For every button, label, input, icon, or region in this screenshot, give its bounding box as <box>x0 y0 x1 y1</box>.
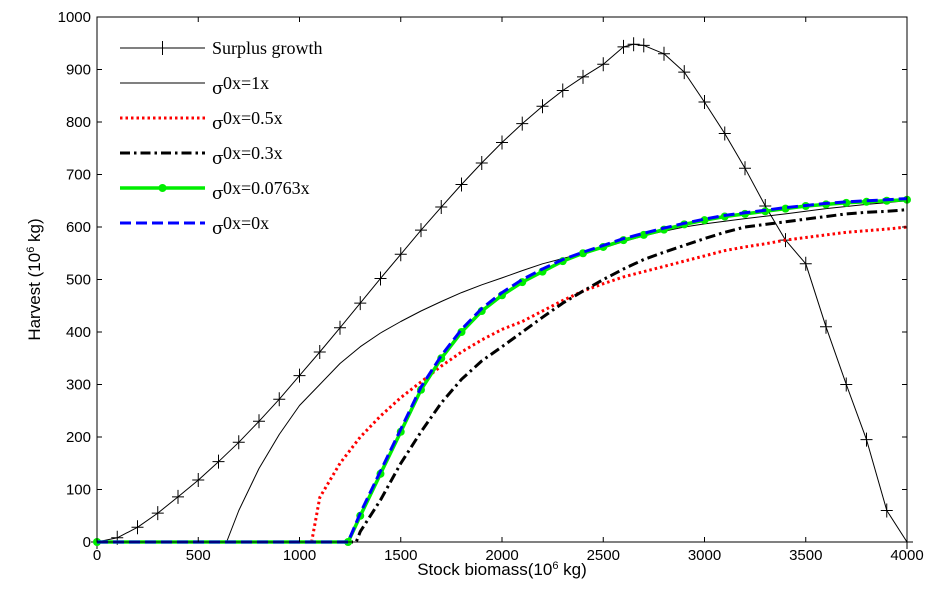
data-point <box>354 296 367 311</box>
data-point <box>516 116 529 131</box>
data-point <box>860 432 873 447</box>
data-point <box>597 57 610 72</box>
y-tick-label: 800 <box>66 114 91 131</box>
x-tick-label: 3000 <box>688 547 721 564</box>
legend-label: 0x=0x <box>223 213 269 233</box>
data-point <box>212 454 225 469</box>
series-3 <box>97 208 908 544</box>
y-tick-label: 200 <box>66 429 91 446</box>
legend-label: 0x=0.0763x <box>223 178 310 198</box>
series-2 <box>97 225 908 544</box>
y-tick-label: 300 <box>66 377 91 394</box>
data-point <box>232 435 245 450</box>
data-point <box>799 256 812 271</box>
legend-sigma-symbol: σ <box>212 79 224 99</box>
data-point <box>880 503 893 518</box>
series-line <box>97 208 908 544</box>
data-point <box>577 69 589 84</box>
legend-entry: σ 0x=0.5x <box>120 108 283 134</box>
x-tick-label: 500 <box>186 547 211 564</box>
legend-entry: Surplus growth <box>120 38 323 58</box>
data-point <box>374 271 387 286</box>
y-tick-label: 500 <box>66 272 91 289</box>
series-line <box>97 225 908 544</box>
x-axis-title-superscript: 6 <box>552 560 558 572</box>
series-1 <box>97 200 908 543</box>
x-tick-label: 3500 <box>789 547 822 564</box>
series-line <box>97 197 908 544</box>
data-point <box>496 135 508 150</box>
y-axis-title-superscript: 6 <box>25 247 37 253</box>
data-point <box>536 99 549 114</box>
y-tick-label: 100 <box>66 482 91 499</box>
data-point <box>627 37 640 52</box>
data-point <box>415 223 427 238</box>
plot-area <box>91 37 913 549</box>
data-point <box>293 368 306 383</box>
data-point <box>820 319 832 334</box>
data-point <box>394 247 407 262</box>
legend-sigma-symbol: σ <box>212 114 224 134</box>
series-5 <box>97 197 908 544</box>
x-axis-title: Stock biomass(106 kg) <box>417 560 587 579</box>
y-tick-label: 1000 <box>58 9 91 26</box>
series-line <box>97 200 908 543</box>
y-tick-label: 700 <box>66 167 91 184</box>
legend-entry: σ 0x=1x <box>120 73 269 99</box>
data-point <box>131 520 144 535</box>
data-point <box>658 46 670 61</box>
x-tick-label: 1500 <box>384 547 417 564</box>
data-point <box>739 161 751 176</box>
x-tick-label: 0 <box>93 547 101 564</box>
data-point <box>556 83 569 98</box>
legend-label: Surplus growth <box>212 38 323 58</box>
data-point <box>698 95 711 110</box>
legend-sigma-symbol: σ <box>212 219 224 239</box>
legend-entry: σ 0x=0.0763x <box>120 178 310 204</box>
legend-label: 0x=0.3x <box>223 143 283 163</box>
x-tick-label: 2500 <box>587 547 620 564</box>
legend-entry: σ 0x=0x <box>120 213 269 239</box>
data-point <box>273 392 286 407</box>
x-tick-label: 1000 <box>283 547 316 564</box>
legend-marker <box>158 184 167 192</box>
data-point <box>253 414 265 429</box>
legend-sigma-symbol: σ <box>212 184 224 204</box>
legend-label: 0x=1x <box>223 73 269 93</box>
legend-entry: σ 0x=0.3x <box>120 143 283 169</box>
x-tick-label: 4000 <box>890 547 923 564</box>
data-point <box>678 65 691 80</box>
axis-ticks: 0 500 1000 1500 2000 2500 3000 3500 4000 0 100 200 3… <box>58 9 924 564</box>
y-tick-label: 600 <box>66 219 91 236</box>
data-point <box>475 155 488 170</box>
series-4 <box>93 195 911 546</box>
legend-label: 0x=0.5x <box>223 108 283 128</box>
data-point <box>718 126 731 141</box>
y-tick-label: 900 <box>66 62 91 79</box>
data-point <box>172 489 184 504</box>
data-point <box>455 177 468 192</box>
data-point <box>617 39 630 54</box>
data-point <box>151 506 164 521</box>
y-axis-title: Harvest (106 kg) <box>25 218 44 340</box>
x-tick-label: 2000 <box>485 547 518 564</box>
y-tick-label: 0 <box>83 534 91 551</box>
data-point <box>334 320 346 335</box>
y-tick-label: 400 <box>66 324 91 341</box>
data-point <box>435 200 448 215</box>
series-line <box>97 197 908 544</box>
data-point <box>840 377 853 392</box>
data-point <box>637 38 650 53</box>
data-point <box>313 344 326 359</box>
legend-sigma-symbol: σ <box>212 149 224 169</box>
data-point <box>192 473 205 488</box>
